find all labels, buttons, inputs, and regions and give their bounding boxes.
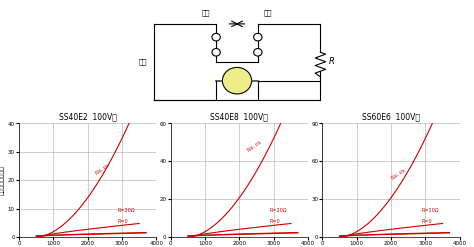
Text: R=10Ω: R=10Ω bbox=[421, 208, 439, 213]
Text: R=20Ω: R=20Ω bbox=[118, 208, 136, 213]
Circle shape bbox=[222, 67, 252, 94]
Text: R=0: R=0 bbox=[270, 220, 280, 225]
Title: SS60E6  100V用: SS60E6 100V用 bbox=[362, 112, 420, 121]
Text: R: R bbox=[329, 57, 335, 66]
Text: 運転: 運転 bbox=[201, 10, 210, 16]
Title: SS40E2  100V用: SS40E2 100V用 bbox=[59, 112, 117, 121]
Text: R=0: R=0 bbox=[421, 220, 432, 225]
Text: R=20Ω: R=20Ω bbox=[270, 208, 287, 213]
Text: No. co.: No. co. bbox=[94, 162, 111, 176]
Y-axis label: 残留回転数（回）: 残留回転数（回） bbox=[0, 165, 5, 195]
Text: No. co.: No. co. bbox=[246, 139, 263, 153]
Text: 電源: 電源 bbox=[139, 59, 147, 65]
Text: 停止: 停止 bbox=[264, 10, 273, 16]
Text: R=0: R=0 bbox=[118, 220, 128, 225]
Title: SS40E8  100V用: SS40E8 100V用 bbox=[210, 112, 268, 121]
Text: No. co.: No. co. bbox=[391, 168, 408, 181]
